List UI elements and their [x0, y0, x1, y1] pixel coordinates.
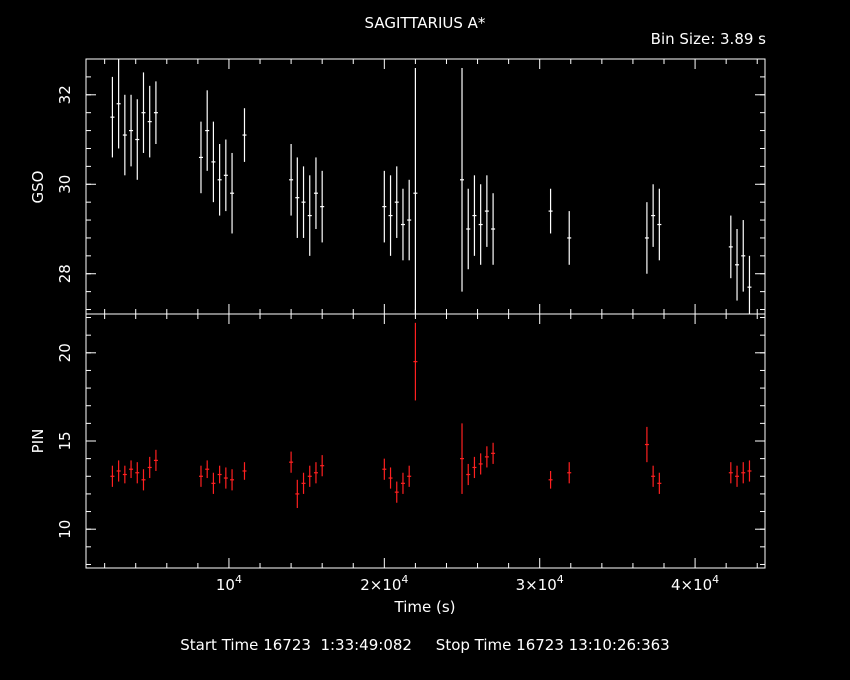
- gso-ytick-label: 28: [56, 264, 74, 283]
- x-tick-label: 3×104: [516, 573, 564, 594]
- gso-axis-label: GSO: [29, 171, 47, 204]
- gso-series: [110, 59, 752, 314]
- start-time-label: Start Time: [180, 636, 259, 654]
- chart-title: SAGITTARIUS A*: [364, 14, 486, 32]
- gso-y-axis: 28 30 32: [56, 58, 765, 314]
- x-axis-label: Time (s): [394, 598, 456, 616]
- time-range-footer: Start Time 16723 1:33:49:082 Stop Time 1…: [0, 636, 850, 654]
- x-tick-label: 4×104: [671, 573, 719, 594]
- gso-ytick-label: 30: [56, 175, 74, 194]
- stop-time-value: 16723 13:10:26:363: [516, 636, 670, 654]
- pin-series: [110, 322, 752, 509]
- pin-ytick-label: 20: [56, 343, 74, 362]
- x-tick-label: 2×104: [360, 573, 408, 594]
- pin-y-axis: 10 15 20: [56, 314, 765, 568]
- pin-ytick-label: 10: [56, 520, 74, 539]
- gso-panel-frame: [85, 58, 766, 315]
- x-tick-label: 104: [216, 573, 242, 594]
- pin-panel-frame: [85, 313, 766, 569]
- stop-time-label: Stop Time: [435, 636, 512, 654]
- pin-ytick-label: 15: [56, 431, 74, 450]
- time-x-axis: 104 2×104 3×104 4×104: [216, 573, 719, 594]
- pin-axis-label: PIN: [29, 429, 47, 454]
- start-time-value: 16723 1:33:49:082: [263, 636, 412, 654]
- gso-ytick-label: 32: [56, 85, 74, 104]
- bin-size-label: Bin Size: 3.89 s: [650, 30, 766, 48]
